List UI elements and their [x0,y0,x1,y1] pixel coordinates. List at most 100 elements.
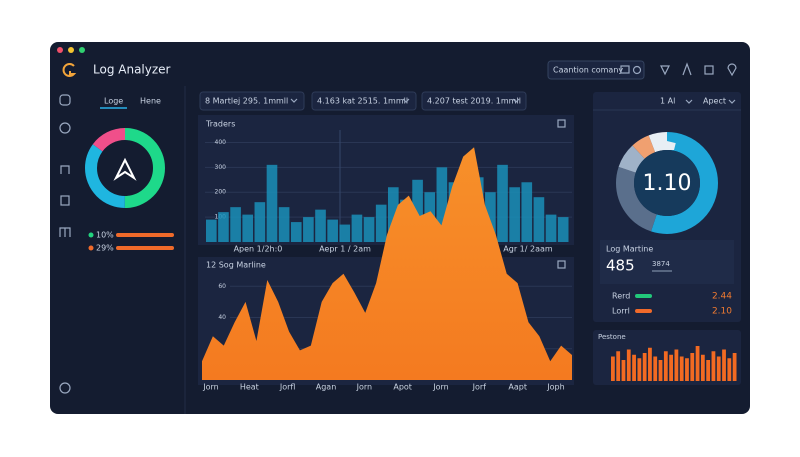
bar [685,358,689,381]
legend-dot [88,232,94,238]
nav-icon[interactable] [59,227,71,237]
bar [315,209,326,242]
x-tick-label: Jorn [202,383,218,392]
icon[interactable] [660,65,670,76]
bar [363,217,375,242]
legend-bar [116,233,174,237]
bar [412,179,423,242]
y-tick-label: 40 [218,314,226,321]
row-bar [635,309,652,313]
icon[interactable] [727,63,737,77]
x-tick-label: Aepr 1 / 2am [319,245,371,254]
nav-icon[interactable] [59,122,71,134]
bar [621,360,626,381]
y-tick-label: 300 [215,164,227,171]
bar [278,207,290,242]
bar [674,349,679,381]
bar [521,182,533,242]
donut-segment [85,128,165,208]
donut-segment [616,132,718,234]
bar [663,351,668,381]
icon[interactable] [682,62,692,76]
row-bar [635,294,652,298]
bar [485,192,496,242]
donut-segment [85,128,165,208]
x-tick-label: Apen 1/2h:0 [234,245,283,254]
bar [242,214,254,242]
filter-text: 4.207 test 2019. 1mmll [427,97,521,106]
nav-icon[interactable] [60,165,70,174]
bar [706,360,711,381]
metric-title: Log Martine [606,245,653,254]
panel-icon[interactable] [557,119,566,128]
y-tick-label: 400 [215,139,227,146]
bar [669,354,673,381]
row-value: 2.44 [712,292,732,302]
bar [290,222,302,242]
tab[interactable]: Loge [104,97,123,106]
legend-bar [116,246,174,250]
bar [339,224,351,242]
max-dot[interactable] [79,47,85,53]
search-box[interactable] [547,60,645,80]
chevron [685,99,693,104]
bar [206,219,217,242]
bar [254,202,266,242]
bar [690,353,695,381]
x-tick-label: Apot [393,383,412,392]
metric-sub: 3874 [652,260,670,268]
bar [327,219,338,242]
mini-title: Pestone [598,333,626,341]
nav-icon[interactable] [59,382,71,394]
x-tick-label: Aapt [508,383,527,392]
chevron [512,98,520,103]
row-value: 2.10 [712,307,732,317]
row-label: Rerd [612,292,630,301]
chart-title: Traders [205,120,235,129]
filter[interactable] [311,91,417,111]
bar [230,207,241,242]
bar [616,351,621,381]
filter-text: 8 Martlej 295. 1mmll [205,97,288,106]
min-dot[interactable] [68,47,74,53]
icon[interactable] [632,65,642,75]
bar [700,354,705,381]
nav-icon[interactable] [60,195,70,206]
bar [266,164,278,242]
bar [716,356,721,381]
chart-title: 12 Sog Marline [206,261,266,270]
y-tick-label: 60 [218,283,226,290]
close-dot[interactable] [57,47,63,53]
chevron [290,98,298,103]
icon[interactable] [620,65,630,74]
bar [679,356,684,381]
donut-value: 1.10 [643,171,692,196]
x-tick-label: Joph [546,383,564,392]
bar [509,187,520,242]
tab[interactable]: Hene [140,97,161,106]
chevron [728,99,736,104]
app-title: Log Analyzer [93,63,171,77]
bar [637,358,642,381]
icon[interactable] [704,65,714,75]
bar [351,214,363,242]
bar [653,356,658,381]
bar [533,197,545,242]
bar [611,356,615,381]
x-tick-label: Jorfl [279,383,296,392]
panel-icon[interactable] [557,260,566,269]
bar [303,217,314,242]
bar [648,347,652,381]
bar [388,187,399,242]
bar [436,167,448,242]
bar [557,217,569,242]
donut-segment [616,132,718,234]
filter[interactable] [421,91,527,111]
select[interactable]: 1 Al [660,97,675,106]
nav-icon[interactable] [59,94,71,106]
filter[interactable] [199,91,305,111]
select[interactable]: Apect [703,97,726,106]
legend-dot [88,245,94,251]
bar [642,353,647,381]
